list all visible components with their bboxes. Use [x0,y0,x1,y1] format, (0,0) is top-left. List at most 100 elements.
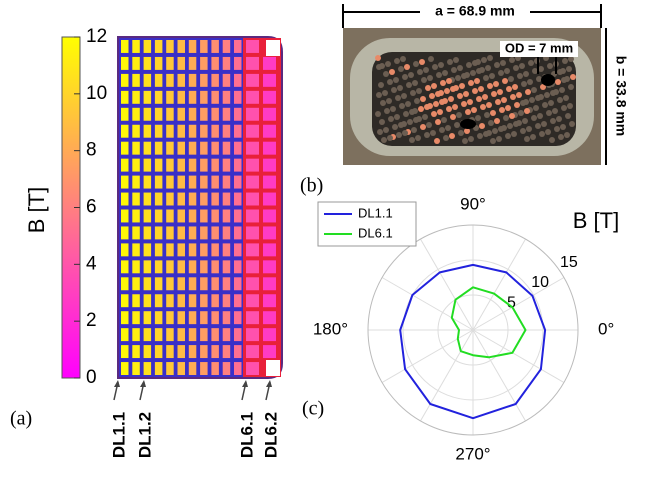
strand [423,67,429,73]
strand [552,108,558,114]
strand [380,100,386,106]
cable-cell [246,73,259,87]
radial-grid [402,259,544,401]
strand [483,131,489,137]
strand [485,65,491,71]
cable-cell [200,328,208,342]
cable-cell [132,243,140,257]
strand [561,77,567,83]
cable-cell [166,294,174,308]
cable-cell [263,311,276,325]
cable-cell [177,158,185,172]
cable-cell [263,277,276,291]
cable-cell [132,175,140,189]
strand [441,117,447,123]
cable-cell [188,345,197,359]
cable-cell [222,226,231,240]
cable-cell [263,73,276,87]
strand [409,137,415,143]
cable-cell [200,311,208,325]
cable-cell [211,192,219,206]
strand [505,105,511,111]
cable-cell [143,209,152,223]
strand [474,78,480,84]
cable-cell [121,311,129,325]
cable-cell [234,294,242,308]
strand [477,133,483,139]
strand [382,90,388,96]
cable-cell [211,243,219,257]
strand [529,97,535,103]
strand [454,122,460,128]
strand [568,56,574,62]
cable-cell [177,192,185,206]
arrow-head [266,380,272,387]
cable-cell [211,40,219,53]
cable-cell [121,40,129,53]
od-bracket [537,57,557,74]
strand [513,121,519,127]
cable-cell [246,40,259,53]
cable-cell [200,141,208,155]
strand [420,124,426,130]
strand [446,106,452,112]
strand [401,93,407,99]
strand [394,114,400,120]
strand [421,77,427,83]
cable-cell [154,107,163,121]
cable-cell [132,192,140,206]
strand [484,112,490,118]
strand [475,115,481,121]
strand [456,112,462,118]
strand [476,96,482,102]
cable-cell [188,141,197,155]
cable-cell [166,345,174,359]
cable-cell [211,175,219,189]
strand [390,106,396,112]
strand [524,136,530,142]
cable-cell [188,40,197,53]
strand [489,73,495,79]
cable-cell [188,311,197,325]
cable-cell [222,192,231,206]
strand [501,97,507,103]
cable-cell [188,277,197,291]
cable-cell [234,124,242,138]
strand [449,133,455,139]
cable-cell [132,311,140,325]
cable-cell [121,226,129,240]
strand [422,114,428,120]
cable-cell [154,328,163,342]
cable-cell [234,192,242,206]
strand [471,107,477,113]
cable-cell [143,345,152,359]
strand [435,119,441,125]
colorbar-title: B [T] [24,187,49,233]
cable-cell [121,345,129,359]
notch [266,360,280,376]
cable-cell [143,260,152,274]
cable-cell [222,175,231,189]
strand [387,135,393,141]
cable-cell [132,107,140,121]
cable-cell [177,226,185,240]
cable-cell [121,107,129,121]
radial-grid [367,224,579,436]
strand [385,61,391,67]
cable-cell [246,124,259,138]
strand [468,136,474,142]
strand [519,63,525,69]
panel-label: (c) [302,398,324,420]
cable-cell [263,90,276,104]
strand [491,91,497,97]
strand [470,70,476,76]
cable-cell [234,345,242,359]
cable-cell [211,56,219,70]
spoke [381,277,474,331]
strand [424,132,430,138]
strand [381,137,387,143]
cable-cell [211,124,219,138]
angle-tick-label: 90° [460,194,486,213]
strand [432,64,438,70]
strand [394,58,400,64]
